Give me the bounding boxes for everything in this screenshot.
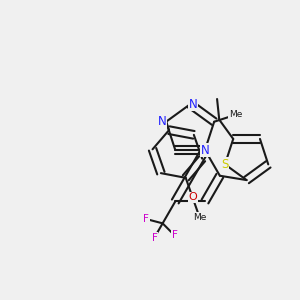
Text: F: F (172, 230, 178, 240)
Text: Me: Me (193, 213, 206, 222)
Text: F: F (143, 214, 149, 224)
Text: N: N (158, 115, 167, 128)
Text: F: F (152, 232, 158, 242)
Text: N: N (201, 143, 209, 157)
Text: O: O (188, 193, 197, 202)
Text: S: S (221, 158, 229, 171)
Text: Me: Me (229, 110, 242, 119)
Text: N: N (189, 98, 197, 111)
